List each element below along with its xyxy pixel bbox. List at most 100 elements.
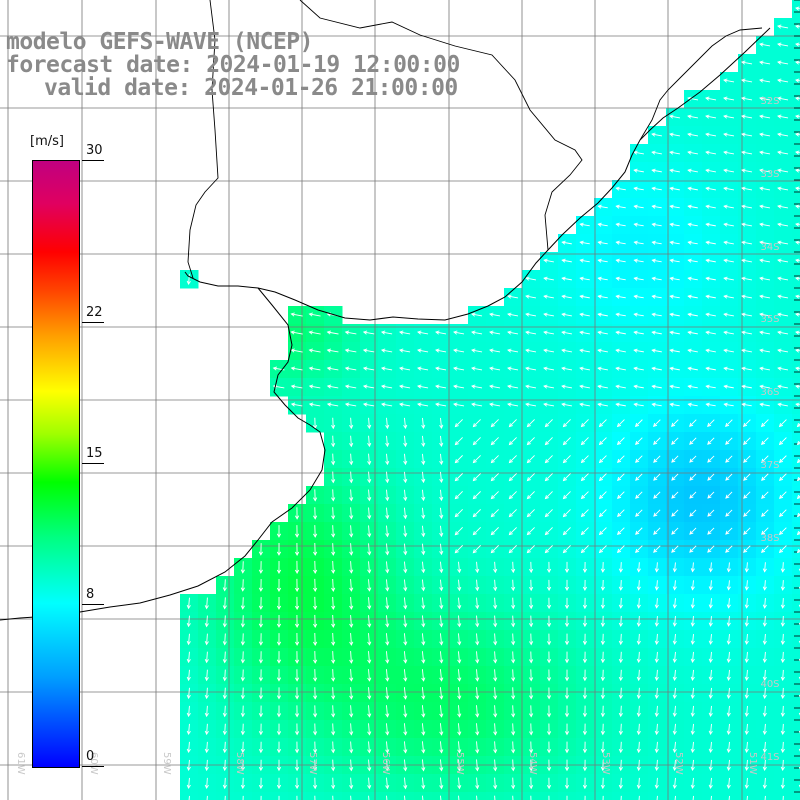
wind-arrowhead xyxy=(780,676,785,682)
wind-arrow xyxy=(206,687,208,699)
wind-arrowhead xyxy=(672,766,677,772)
wind-arrowhead xyxy=(186,280,191,286)
wind-arrow xyxy=(723,79,735,83)
wind-arrow xyxy=(404,417,406,429)
wind-arrowhead xyxy=(258,748,264,754)
wind-arrow xyxy=(332,795,334,800)
wind-arrow xyxy=(620,705,622,717)
wind-arrow xyxy=(476,795,478,800)
wind-arrowhead xyxy=(276,659,282,664)
wind-arrowhead xyxy=(689,476,694,481)
wind-arrow xyxy=(706,187,716,191)
wind-arrow xyxy=(746,633,748,645)
wind-arrow xyxy=(764,759,766,771)
wind-arrowhead xyxy=(511,695,516,700)
wind-arrowhead xyxy=(204,766,209,772)
wind-arrow xyxy=(653,509,661,517)
wind-arrowhead xyxy=(669,204,674,209)
wind-arrow xyxy=(439,669,443,681)
wind-arrowhead xyxy=(403,550,408,556)
wind-arrow xyxy=(188,687,190,699)
wind-arrow xyxy=(764,580,766,590)
wind-arrowhead xyxy=(529,568,534,574)
wind-arrowhead xyxy=(597,258,602,263)
wind-arrow xyxy=(689,455,697,463)
wind-arrowhead xyxy=(635,512,640,517)
wind-arrow xyxy=(674,598,676,608)
wind-arrow xyxy=(404,597,406,609)
wind-arrow xyxy=(764,741,766,753)
wind-arrow xyxy=(476,723,478,735)
wind-arrow xyxy=(386,759,388,771)
wind-arrowhead xyxy=(511,568,516,574)
wind-arrowhead xyxy=(759,348,764,353)
wind-arrowhead xyxy=(276,766,282,772)
wind-arrowhead xyxy=(529,785,534,790)
wind-arrow xyxy=(545,527,553,535)
wind-arrowhead xyxy=(564,767,570,772)
wind-arrow xyxy=(345,331,357,335)
wind-arrow xyxy=(741,97,753,101)
wind-arrowhead xyxy=(760,440,766,446)
wind-arrowhead xyxy=(761,512,766,517)
wind-arrow xyxy=(224,651,226,663)
wind-arrow xyxy=(742,349,752,353)
wind-arrowhead xyxy=(385,442,390,448)
wind-arrowhead xyxy=(204,694,209,700)
wind-arrow xyxy=(620,580,622,590)
wind-arrowhead xyxy=(653,476,658,481)
wind-arrowhead xyxy=(687,150,692,155)
wind-arrowhead xyxy=(723,132,728,137)
wind-arrowhead xyxy=(651,240,656,245)
wind-arrowhead xyxy=(687,114,692,119)
wind-arrowhead xyxy=(633,330,638,335)
wind-arrow xyxy=(652,241,662,245)
wind-arrowhead xyxy=(290,384,296,389)
wind-arrow xyxy=(652,169,662,173)
wind-speed-cell xyxy=(792,288,800,307)
wind-arrow xyxy=(797,459,800,463)
wind-arrowhead xyxy=(636,676,641,682)
wind-arrow xyxy=(638,633,640,645)
wind-arrow xyxy=(689,473,697,481)
wind-arrowhead xyxy=(759,366,764,371)
wind-arrow xyxy=(363,331,375,335)
wind-arrowhead xyxy=(633,276,638,281)
wind-arrowhead xyxy=(489,330,494,335)
wind-arrow xyxy=(764,687,766,699)
wind-arrow xyxy=(671,473,679,481)
wind-arrowhead xyxy=(546,677,552,682)
wind-arrowhead xyxy=(780,694,785,700)
wind-arrowhead xyxy=(313,677,318,682)
wind-arrow xyxy=(670,259,680,263)
wind-arrow xyxy=(741,115,753,119)
wind-arrowhead xyxy=(707,422,712,427)
wind-arrow xyxy=(797,531,800,535)
wind-arrowhead xyxy=(493,713,498,718)
wind-arrow xyxy=(779,419,787,427)
wind-arrowhead xyxy=(511,767,516,772)
wind-arrow xyxy=(705,115,717,119)
wind-arrowhead xyxy=(726,766,731,772)
wind-arrowhead xyxy=(385,587,390,592)
longitude-label: 58W xyxy=(234,752,245,775)
wind-arrow xyxy=(476,633,478,645)
wind-arrow xyxy=(476,561,478,573)
wind-arrow xyxy=(652,259,662,263)
wind-arrow xyxy=(689,527,697,535)
wind-arrow xyxy=(782,705,784,717)
wind-arrow xyxy=(759,295,771,299)
wind-arrowhead xyxy=(403,695,408,700)
wind-arrow xyxy=(634,313,644,317)
wind-arrow xyxy=(620,597,622,609)
wind-arrow xyxy=(746,795,748,800)
wind-arrow xyxy=(670,241,680,245)
wind-arrowhead xyxy=(313,551,318,556)
wind-arrowhead xyxy=(308,366,314,371)
wind-arrowhead xyxy=(544,423,549,428)
wind-arrowhead xyxy=(421,442,426,448)
wind-arrowhead xyxy=(435,366,440,371)
wind-arrow xyxy=(440,417,442,429)
wind-arrowhead xyxy=(472,513,477,518)
wind-arrowhead xyxy=(687,348,692,353)
